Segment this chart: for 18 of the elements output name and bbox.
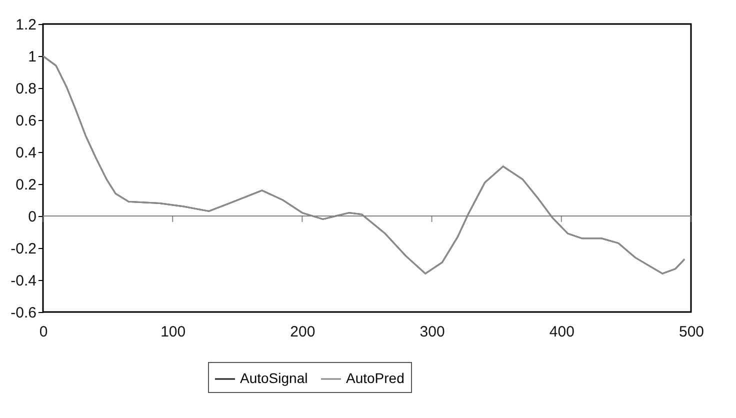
y-tick-label: 0.8 <box>16 80 36 98</box>
x-tick-label: 400 <box>549 324 574 340</box>
x-tick-label: 0 <box>39 324 48 340</box>
x-tick-label: 200 <box>290 324 316 340</box>
legend-label: AutoSignal <box>240 370 308 386</box>
y-tick-label: 0.6 <box>16 112 36 130</box>
legend-label: AutoPred <box>346 370 404 386</box>
y-tick-label: -0.6 <box>10 304 36 322</box>
x-tick-label: 100 <box>160 324 186 340</box>
y-tick-label: -0.2 <box>10 240 36 258</box>
y-tick-label: 0 <box>28 208 36 226</box>
y-tick-label: 0.4 <box>16 144 36 162</box>
y-tick-label: 1.2 <box>16 16 36 34</box>
x-tick-label: 300 <box>420 324 445 340</box>
x-tick-label: 500 <box>678 324 704 340</box>
y-tick-label: 1 <box>28 48 36 66</box>
y-tick-label: 0.2 <box>16 176 36 194</box>
y-tick-label: -0.4 <box>10 272 36 290</box>
